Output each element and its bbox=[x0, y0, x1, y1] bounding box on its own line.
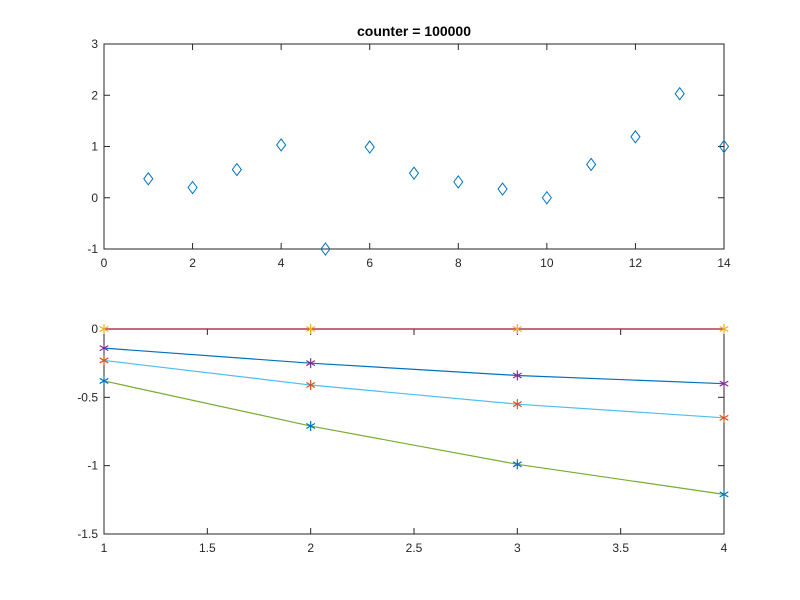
data-point-diamond bbox=[586, 157, 597, 172]
data-point-diamond bbox=[718, 139, 730, 154]
x-tick-label: 4 bbox=[278, 256, 285, 270]
series-line-4 bbox=[103, 380, 725, 495]
x-tick-label: 12 bbox=[629, 256, 643, 270]
x-tick-label: 0 bbox=[101, 256, 108, 270]
data-point-diamond bbox=[453, 175, 464, 189]
data-point-diamond bbox=[630, 129, 641, 144]
data-point-diamond bbox=[541, 190, 552, 205]
data-point-diamond bbox=[497, 182, 508, 196]
asterisk-marker bbox=[99, 343, 109, 354]
asterisk-marker bbox=[306, 358, 316, 369]
y-tick-label: -1 bbox=[87, 459, 98, 473]
axes-2: 1 1.5 2 2.5 3 3.5 4 -1.5 -1 -0.5 0 bbox=[77, 322, 729, 555]
chart-title: counter = 100000 bbox=[357, 23, 471, 39]
y-tick-label: -1.5 bbox=[77, 527, 98, 541]
y-tick-label: -0.5 bbox=[77, 390, 98, 404]
series-line-3 bbox=[103, 359, 725, 419]
y-tick-label: 0 bbox=[91, 191, 98, 205]
data-point-diamond bbox=[408, 166, 420, 180]
asterisk-marker bbox=[99, 355, 109, 366]
x-tick-label: 1 bbox=[101, 541, 108, 555]
asterisk-marker bbox=[719, 489, 729, 500]
y-tick-label: 0 bbox=[91, 322, 98, 336]
asterisk-marker bbox=[99, 375, 109, 386]
x-tick-label: 2 bbox=[307, 541, 314, 555]
x-tick-label: 14 bbox=[717, 256, 731, 270]
asterisk-marker bbox=[512, 370, 522, 381]
asterisk-marker bbox=[719, 324, 729, 334]
series-line-2 bbox=[103, 347, 725, 385]
data-point-diamond bbox=[143, 171, 154, 186]
y-tick-label: 1 bbox=[91, 140, 98, 154]
asterisk-marker bbox=[512, 459, 522, 470]
x-tick-label: 10 bbox=[540, 256, 554, 270]
plot-area bbox=[103, 43, 725, 250]
asterisk-marker bbox=[306, 421, 316, 432]
y-tick-label: 2 bbox=[91, 88, 98, 102]
x-tick-label: 2 bbox=[189, 256, 196, 270]
asterisk-marker bbox=[512, 399, 522, 410]
asterisk-marker bbox=[306, 380, 316, 391]
x-tick-label: 2.5 bbox=[406, 541, 423, 555]
x-tick-label: 4 bbox=[721, 541, 728, 555]
x-tick-label: 3 bbox=[514, 541, 521, 555]
x-tick-label: 6 bbox=[366, 256, 373, 270]
x-tick-label: 8 bbox=[455, 256, 462, 270]
data-point-diamond bbox=[231, 162, 242, 177]
x-tick-label: 1.5 bbox=[199, 541, 216, 555]
data-point-diamond bbox=[364, 140, 375, 154]
data-point-diamond bbox=[320, 242, 331, 256]
asterisk-marker bbox=[719, 412, 729, 423]
data-point-diamond bbox=[276, 138, 287, 152]
asterisk-marker bbox=[99, 324, 109, 334]
data-point-diamond bbox=[674, 86, 685, 101]
x-tick-label: 3.5 bbox=[612, 541, 629, 555]
asterisk-marker bbox=[306, 324, 316, 334]
y-tick-label: 3 bbox=[91, 37, 98, 51]
data-point-diamond bbox=[187, 180, 198, 195]
y-tick-label: -1 bbox=[87, 242, 98, 256]
plot-area bbox=[103, 328, 725, 535]
asterisk-marker bbox=[719, 378, 729, 389]
asterisk-marker bbox=[512, 324, 522, 334]
